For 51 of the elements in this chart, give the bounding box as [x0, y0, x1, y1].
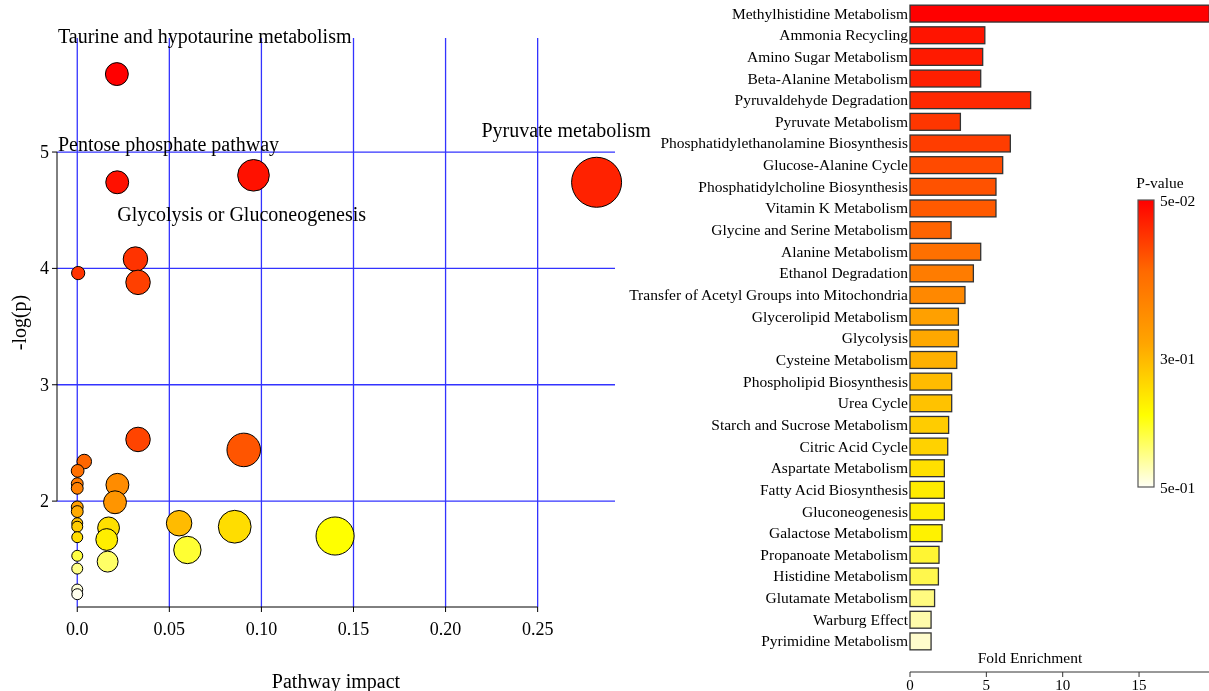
y-tick-label: Beta-Alanine Metabolism [747, 69, 908, 87]
y-tick-label: Pyrimidine Metabolism [761, 632, 908, 650]
y-tick-label: Alanine Metabolism [781, 242, 908, 260]
y-tick-label: Aspartate Metabolism [770, 459, 908, 477]
x-tick-label: 0.05 [153, 619, 186, 639]
annotation: Taurine and hypotaurine metabolism [58, 24, 352, 48]
y-tick-label: 4 [40, 258, 49, 279]
y-tick-label: Ammonia Recycling [779, 26, 909, 44]
x-tick-label: 0.25 [521, 619, 554, 639]
y-tick-label: Galactose Metabolism [768, 524, 908, 542]
y-tick-label: Amino Sugar Metabolism [746, 47, 908, 65]
y-tick-label: Glutamate Metabolism [765, 589, 908, 607]
y-tick-label: Propanoate Metabolism [760, 545, 908, 563]
y-tick-label: Glycerolipid Metabolism [751, 307, 908, 325]
y-tick-label: Vitamin K Metabolism [765, 199, 908, 217]
y-tick-label: Transfer of Acetyl Groups into Mitochondria [629, 286, 909, 304]
y-tick-label: Pyruvaldehyde Degradation [734, 91, 909, 109]
x-tick-label: 5 [982, 677, 991, 691]
y-tick-label: Cysteine Metabolism [775, 350, 908, 368]
y-tick-label: 3 [40, 374, 49, 395]
y-tick-label: Phosphatidylethanolamine Biosynthesis [660, 134, 908, 152]
y-tick-label: Fatty Acid Biosynthesis [759, 480, 908, 498]
x-tick-label: 0.10 [245, 619, 278, 639]
y-tick-label: Phospholipid Biosynthesis [743, 372, 908, 390]
y-tick-label: Methylhistidine Metabolism [731, 4, 908, 22]
x-tick-label: 0.15 [337, 619, 370, 639]
x-tick-label: 0.20 [429, 619, 462, 639]
y-tick-label: Glycine and Serine Metabolism [711, 221, 908, 239]
y-tick-label: Ethanol Degradation [779, 264, 909, 282]
x-tick-label: 10 [1055, 677, 1071, 691]
x-axis-title: Fold Enrichment [977, 649, 1083, 666]
y-tick-label: Urea Cycle [837, 394, 909, 412]
y-tick-label: Citric Acid Cycle [799, 437, 909, 455]
annotation: 5e-01 [1160, 479, 1196, 496]
x-tick-label: 0.0 [66, 619, 89, 639]
y-tick-label: Pyruvate Metabolism [774, 112, 908, 130]
text: P-value [1136, 174, 1184, 191]
y-tick-label: 2 [40, 491, 49, 512]
y-tick-label: Gluconeogenesis [802, 502, 908, 520]
x-tick-label: 15 [1131, 677, 1147, 691]
annotation: 5e-02 [1160, 192, 1196, 209]
annotation: 3e-01 [1160, 349, 1196, 367]
y-axis-title: -log(p) [8, 294, 31, 351]
y-tick-label: Glycolysis [841, 329, 908, 347]
y-tick-label: Histidine Metabolism [773, 567, 908, 585]
y-tick-label: Starch and Sucrose Metabolism [711, 415, 908, 433]
y-tick-label: Glucose-Alanine Cycle [762, 156, 909, 174]
y-tick-label: Warburg Effect [812, 610, 909, 628]
x-tick-label: 0 [906, 677, 914, 691]
y-tick-label: Phosphatidylcholine Biosynthesis [698, 177, 908, 195]
y-tick-label: 5 [40, 142, 49, 163]
